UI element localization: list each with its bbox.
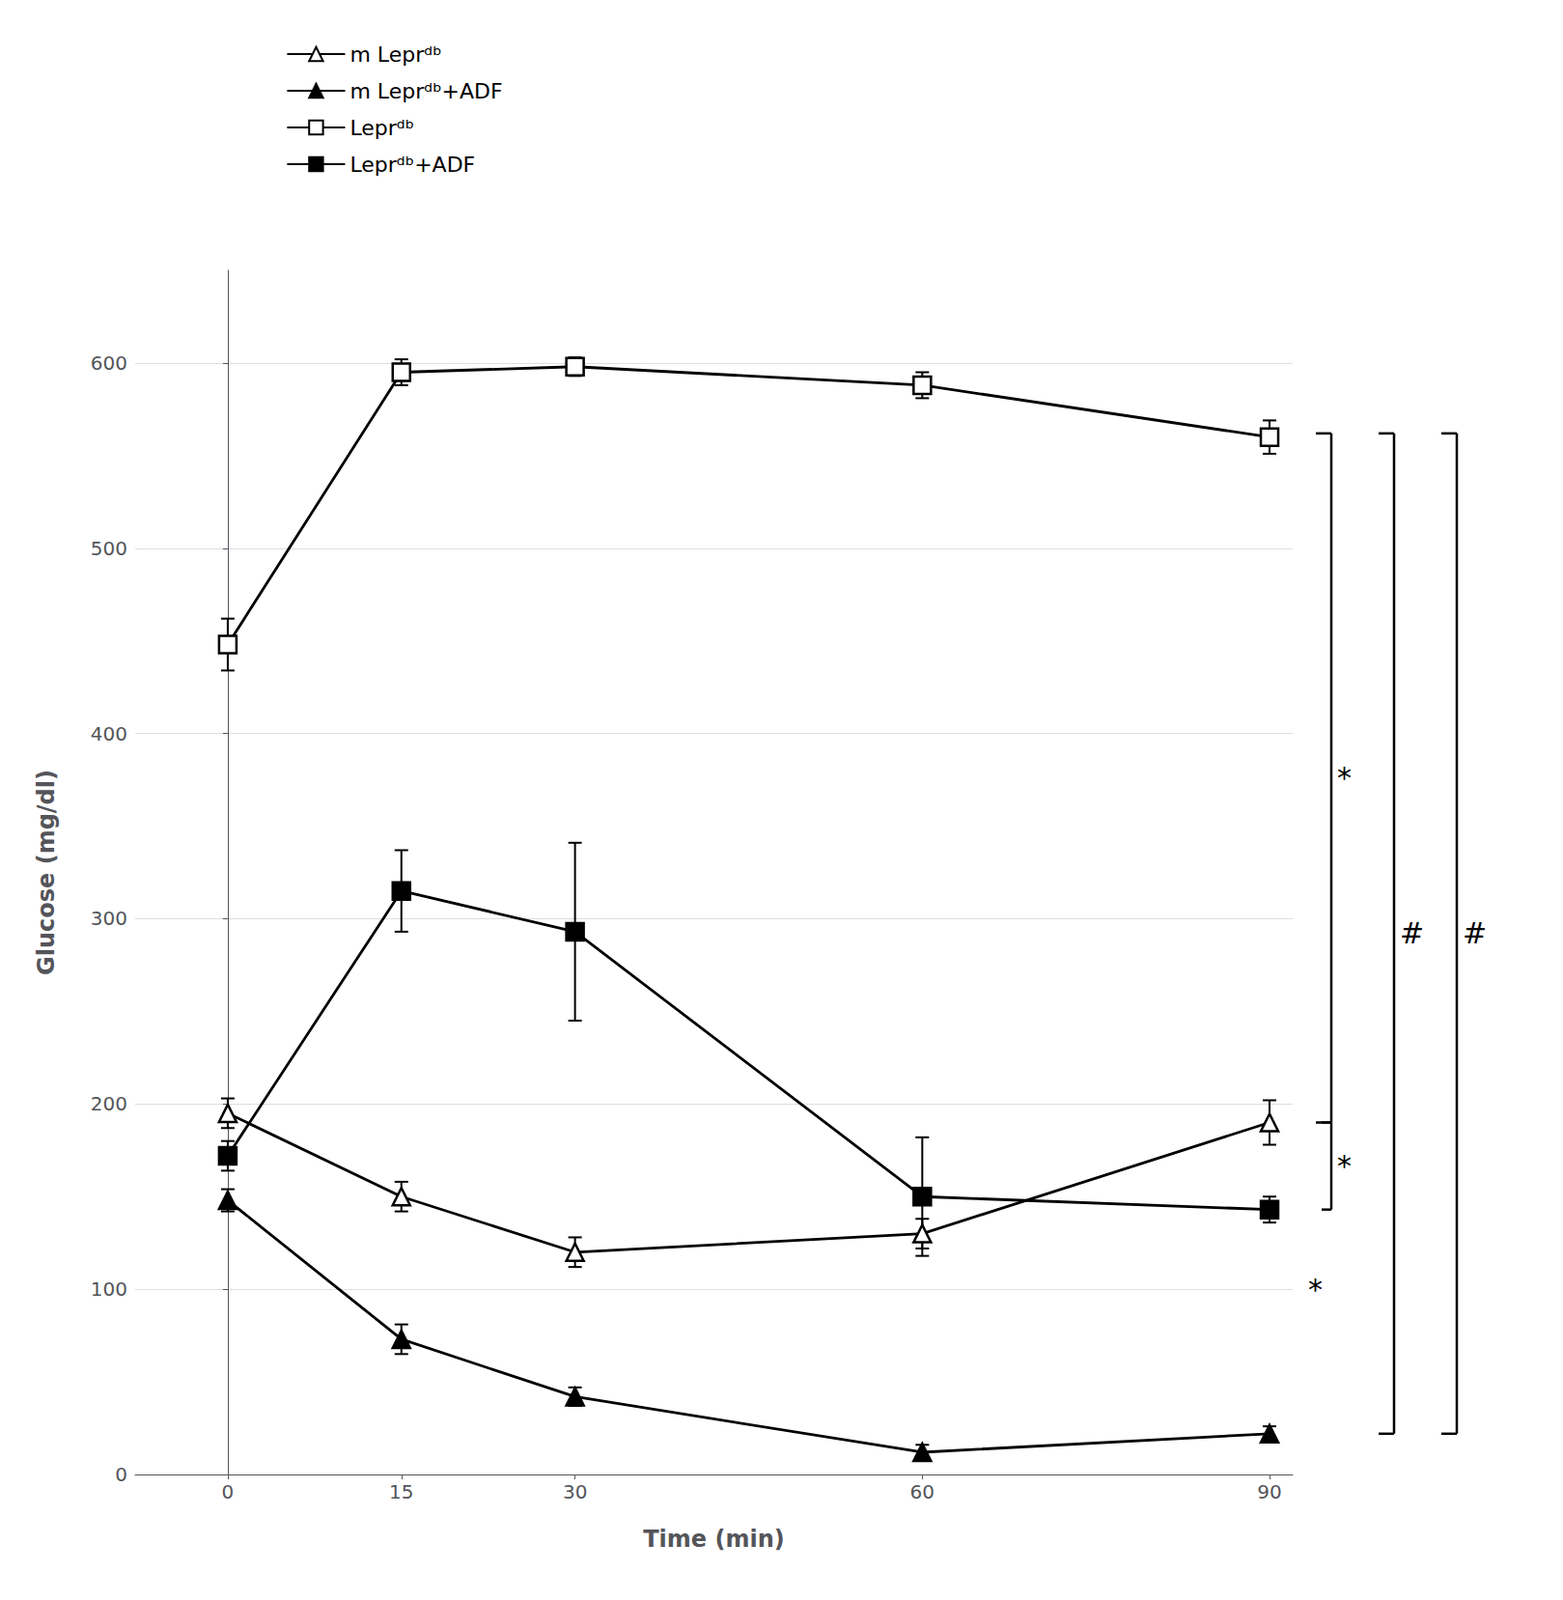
svg-text:m Leprᵈᵇ: m Leprᵈᵇ: [349, 42, 442, 67]
svg-text:*: *: [1337, 760, 1352, 795]
svg-text:100: 100: [90, 1277, 128, 1301]
svg-text:Glucose (mg/dl): Glucose (mg/dl): [32, 769, 60, 976]
svg-text:#: #: [1399, 916, 1424, 950]
svg-text:30: 30: [562, 1479, 587, 1504]
svg-text:Leprᵈᵇ+ADF: Leprᵈᵇ+ADF: [349, 152, 475, 177]
svg-text:500: 500: [90, 536, 128, 560]
svg-text:15: 15: [389, 1479, 414, 1504]
svg-text:300: 300: [90, 906, 128, 930]
svg-text:200: 200: [90, 1091, 128, 1116]
svg-text:0: 0: [222, 1479, 235, 1504]
svg-text:Time (min): Time (min): [642, 1525, 785, 1553]
svg-text:90: 90: [1256, 1479, 1282, 1504]
svg-text:60: 60: [910, 1479, 935, 1504]
svg-text:0: 0: [114, 1462, 128, 1486]
svg-text:600: 600: [90, 351, 128, 375]
svg-text:Leprᵈᵇ: Leprᵈᵇ: [349, 115, 415, 140]
svg-text:400: 400: [90, 722, 128, 746]
svg-text:#: #: [1462, 916, 1487, 950]
svg-text:*: *: [1308, 1272, 1323, 1307]
svg-text:*: *: [1337, 1148, 1352, 1183]
svg-text:m Leprᵈᵇ+ADF: m Leprᵈᵇ+ADF: [349, 79, 503, 104]
